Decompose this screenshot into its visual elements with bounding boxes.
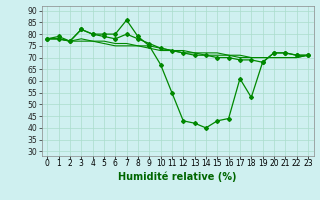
X-axis label: Humidité relative (%): Humidité relative (%) — [118, 171, 237, 182]
